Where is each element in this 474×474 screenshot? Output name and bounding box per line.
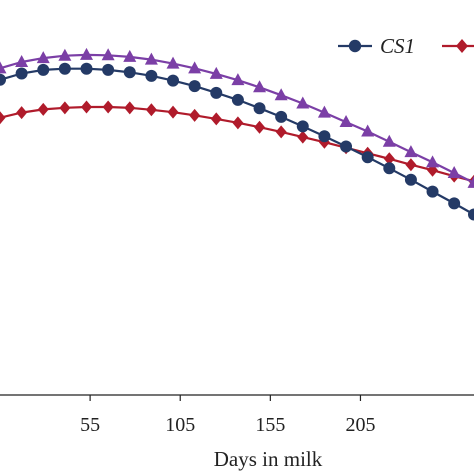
data-point-series-3-233 bbox=[404, 145, 418, 158]
legend-label-cs1: CS1 bbox=[380, 34, 415, 58]
data-point-series-2-221 bbox=[383, 152, 395, 166]
data-point-series-2-89 bbox=[145, 103, 157, 117]
data-point-cs1-17 bbox=[15, 67, 28, 80]
legend-marker-series-2 bbox=[456, 39, 468, 53]
data-point-cs1-221 bbox=[383, 162, 396, 175]
data-point-cs1-5 bbox=[0, 73, 6, 86]
data-point-series-2-77 bbox=[124, 101, 136, 115]
data-point-series-3-5 bbox=[0, 61, 7, 74]
data-point-series-2-161 bbox=[275, 125, 287, 139]
data-point-cs1-149 bbox=[253, 102, 266, 115]
data-point-series-3-149 bbox=[253, 80, 267, 93]
data-point-series-3-185 bbox=[317, 105, 331, 118]
data-point-cs1-161 bbox=[275, 110, 288, 123]
data-point-series-2-65 bbox=[102, 100, 114, 114]
data-point-series-3-29 bbox=[36, 51, 50, 64]
data-point-cs1-65 bbox=[102, 63, 115, 76]
data-point-series-3-257 bbox=[447, 166, 461, 179]
data-point-series-3-125 bbox=[209, 66, 223, 79]
data-point-series-3-77 bbox=[123, 49, 137, 62]
data-point-series-2-17 bbox=[16, 106, 28, 120]
data-point-series-2-233 bbox=[405, 158, 417, 172]
x-tick-label-155: 155 bbox=[255, 414, 285, 436]
data-point-series-2-113 bbox=[189, 108, 201, 122]
data-point-series-2-5 bbox=[0, 111, 6, 125]
data-point-series-2-29 bbox=[37, 102, 49, 116]
data-point-cs1-113 bbox=[188, 80, 201, 93]
data-point-cs1-185 bbox=[318, 130, 331, 143]
data-point-series-3-65 bbox=[101, 48, 115, 61]
legend-item-cs1: CS1 bbox=[338, 34, 415, 58]
data-point-series-2-53 bbox=[81, 100, 93, 114]
data-point-series-2-173 bbox=[297, 130, 309, 144]
series-series-3 bbox=[0, 47, 474, 188]
data-point-series-3-173 bbox=[296, 96, 310, 109]
data-point-series-3-41 bbox=[58, 48, 72, 61]
data-point-cs1-173 bbox=[296, 120, 309, 133]
data-point-series-3-17 bbox=[15, 55, 29, 68]
data-point-cs1-245 bbox=[426, 185, 439, 198]
x-axis-title: Days in milk bbox=[214, 447, 323, 471]
data-point-series-3-137 bbox=[231, 73, 245, 86]
data-point-series-3-221 bbox=[382, 134, 396, 147]
series-line-cs1 bbox=[0, 67, 474, 216]
data-point-cs1-101 bbox=[167, 74, 180, 87]
data-point-cs1-77 bbox=[123, 66, 136, 79]
data-point-cs1-89 bbox=[145, 69, 158, 82]
legend-item-series-2 bbox=[442, 39, 474, 53]
data-point-cs1-137 bbox=[231, 93, 244, 106]
series-layer bbox=[0, 47, 474, 221]
data-point-series-3-268 bbox=[467, 175, 474, 188]
data-point-series-3-161 bbox=[274, 88, 288, 101]
data-point-cs1-197 bbox=[340, 140, 353, 153]
x-axis-ticks: 55 105 155 205 bbox=[80, 395, 375, 436]
data-point-cs1-125 bbox=[210, 86, 223, 99]
plot-area: 55 105 155 205 bbox=[0, 47, 474, 436]
data-point-cs1-53 bbox=[80, 62, 93, 75]
data-point-series-2-137 bbox=[232, 116, 244, 130]
data-point-series-3-197 bbox=[339, 115, 353, 128]
legend-marker-cs1 bbox=[348, 39, 362, 53]
data-point-series-3-53 bbox=[80, 47, 94, 60]
legend: CS1 bbox=[338, 34, 474, 58]
x-tick-label-105: 105 bbox=[165, 414, 195, 436]
data-point-series-3-209 bbox=[361, 124, 375, 137]
data-point-cs1-268 bbox=[468, 208, 474, 221]
data-point-series-2-149 bbox=[254, 120, 266, 134]
data-point-cs1-209 bbox=[361, 151, 374, 164]
series-cs1 bbox=[0, 62, 474, 221]
data-point-series-2-125 bbox=[210, 112, 222, 126]
x-tick-label-55: 55 bbox=[80, 414, 100, 436]
data-point-series-3-245 bbox=[426, 155, 440, 168]
data-point-cs1-29 bbox=[37, 63, 50, 76]
data-point-series-3-113 bbox=[188, 61, 202, 74]
x-tick-label-205: 205 bbox=[345, 414, 375, 436]
data-point-cs1-233 bbox=[404, 173, 417, 186]
data-point-cs1-257 bbox=[448, 197, 461, 210]
data-point-series-2-101 bbox=[167, 105, 179, 119]
data-point-cs1-41 bbox=[58, 62, 71, 75]
data-point-series-2-41 bbox=[59, 101, 71, 115]
data-point-series-3-101 bbox=[166, 56, 180, 69]
data-point-series-3-89 bbox=[144, 52, 158, 65]
